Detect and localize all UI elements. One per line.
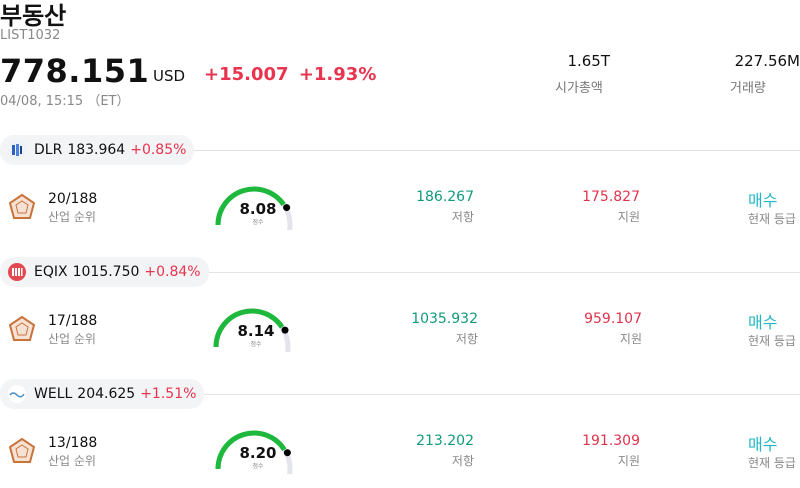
score-gauge [214, 424, 304, 481]
change-percent: +1.93% [298, 64, 377, 85]
ticker-code: LIST1032 [0, 28, 61, 43]
industry-rank: 17/188 [48, 313, 98, 329]
gauge-fill [215, 186, 286, 226]
industry-rank: 13/188 [48, 435, 98, 451]
gauge-fill [215, 430, 287, 470]
gauge-needle-dot [283, 204, 291, 212]
support-value: 191.309 [582, 433, 640, 449]
industry-rank-label: 산업 순위 [48, 210, 96, 224]
stock-chip-dlr[interactable]: DLR 183.964 +0.85% [0, 135, 195, 165]
support-value: 175.827 [582, 189, 640, 205]
resistance-label: 저항 [451, 454, 474, 468]
stock-change-percent: +0.85% [130, 142, 187, 158]
support-label: 지원 [617, 454, 640, 468]
resistance-value: 1035.932 [411, 311, 478, 327]
divider [0, 394, 800, 395]
currency: USD [153, 67, 186, 85]
market-cap-value: 1.65T [567, 52, 610, 70]
stock-chip-well[interactable]: WELL 204.625 +1.51% [0, 379, 205, 409]
volume-value: 227.56M [734, 52, 800, 70]
industry-rank-icon [8, 193, 36, 225]
support-label: 지원 [617, 210, 640, 224]
rating-label: 현재 등급 [748, 334, 796, 348]
rating-label: 현재 등급 [748, 456, 796, 470]
index-price: 778.151 [0, 52, 150, 90]
change-value: +15.007 [204, 64, 289, 85]
gauge-needle-dot [283, 449, 291, 457]
industry-rank: 20/188 [48, 191, 98, 207]
stock-price: 183.964 [67, 142, 126, 158]
resistance-value: 213.202 [416, 433, 474, 449]
stock-change-percent: +1.51% [140, 386, 197, 402]
industry-rank-icon [8, 437, 36, 469]
price-change: +15.007 +1.93% [204, 64, 376, 85]
eqix-logo-icon [8, 263, 26, 281]
score-label: 점수 [252, 219, 264, 226]
industry-rank-icon [8, 315, 36, 347]
resistance-label: 저항 [451, 210, 474, 224]
stock-change-percent: +0.84% [144, 264, 201, 280]
stock-price: 1015.750 [72, 264, 140, 280]
well-logo-icon [8, 385, 26, 403]
score-label: 점수 [250, 341, 262, 348]
divider [0, 272, 800, 273]
rating-label: 현재 등급 [748, 212, 796, 226]
support-value: 959.107 [584, 311, 642, 327]
gauge-needle-dot [281, 326, 289, 334]
resistance-value: 186.267 [416, 189, 474, 205]
rating-buy[interactable]: 매수 [748, 313, 778, 332]
rating-buy[interactable]: 매수 [748, 191, 778, 210]
score-gauge [212, 302, 302, 359]
volume-label: 거래량 [730, 81, 766, 96]
score-value: 8.08 [239, 200, 277, 218]
stock-chip-eqix[interactable]: EQIX 1015.750 +0.84% [0, 257, 209, 287]
divider [0, 150, 800, 151]
stock-symbol: EQIX [34, 264, 68, 280]
score-value: 8.20 [239, 444, 277, 462]
industry-rank-label: 산업 순위 [48, 332, 96, 346]
dlr-logo-icon [8, 141, 26, 159]
stock-symbol: DLR [34, 142, 63, 158]
rating-buy[interactable]: 매수 [748, 435, 778, 454]
score-value: 8.14 [237, 322, 275, 340]
resistance-label: 저항 [455, 332, 478, 346]
score-gauge [214, 180, 304, 237]
market-cap-label: 시가총액 [555, 81, 603, 96]
timestamp: 04/08, 15:15 （ET） [0, 94, 130, 109]
stock-price: 204.625 [77, 386, 136, 402]
gauge-fill [213, 308, 285, 348]
page-title: 부동산 [0, 2, 67, 30]
support-label: 지원 [619, 332, 642, 346]
industry-rank-label: 산업 순위 [48, 454, 96, 468]
stock-symbol: WELL [34, 386, 73, 402]
score-label: 점수 [252, 463, 264, 470]
